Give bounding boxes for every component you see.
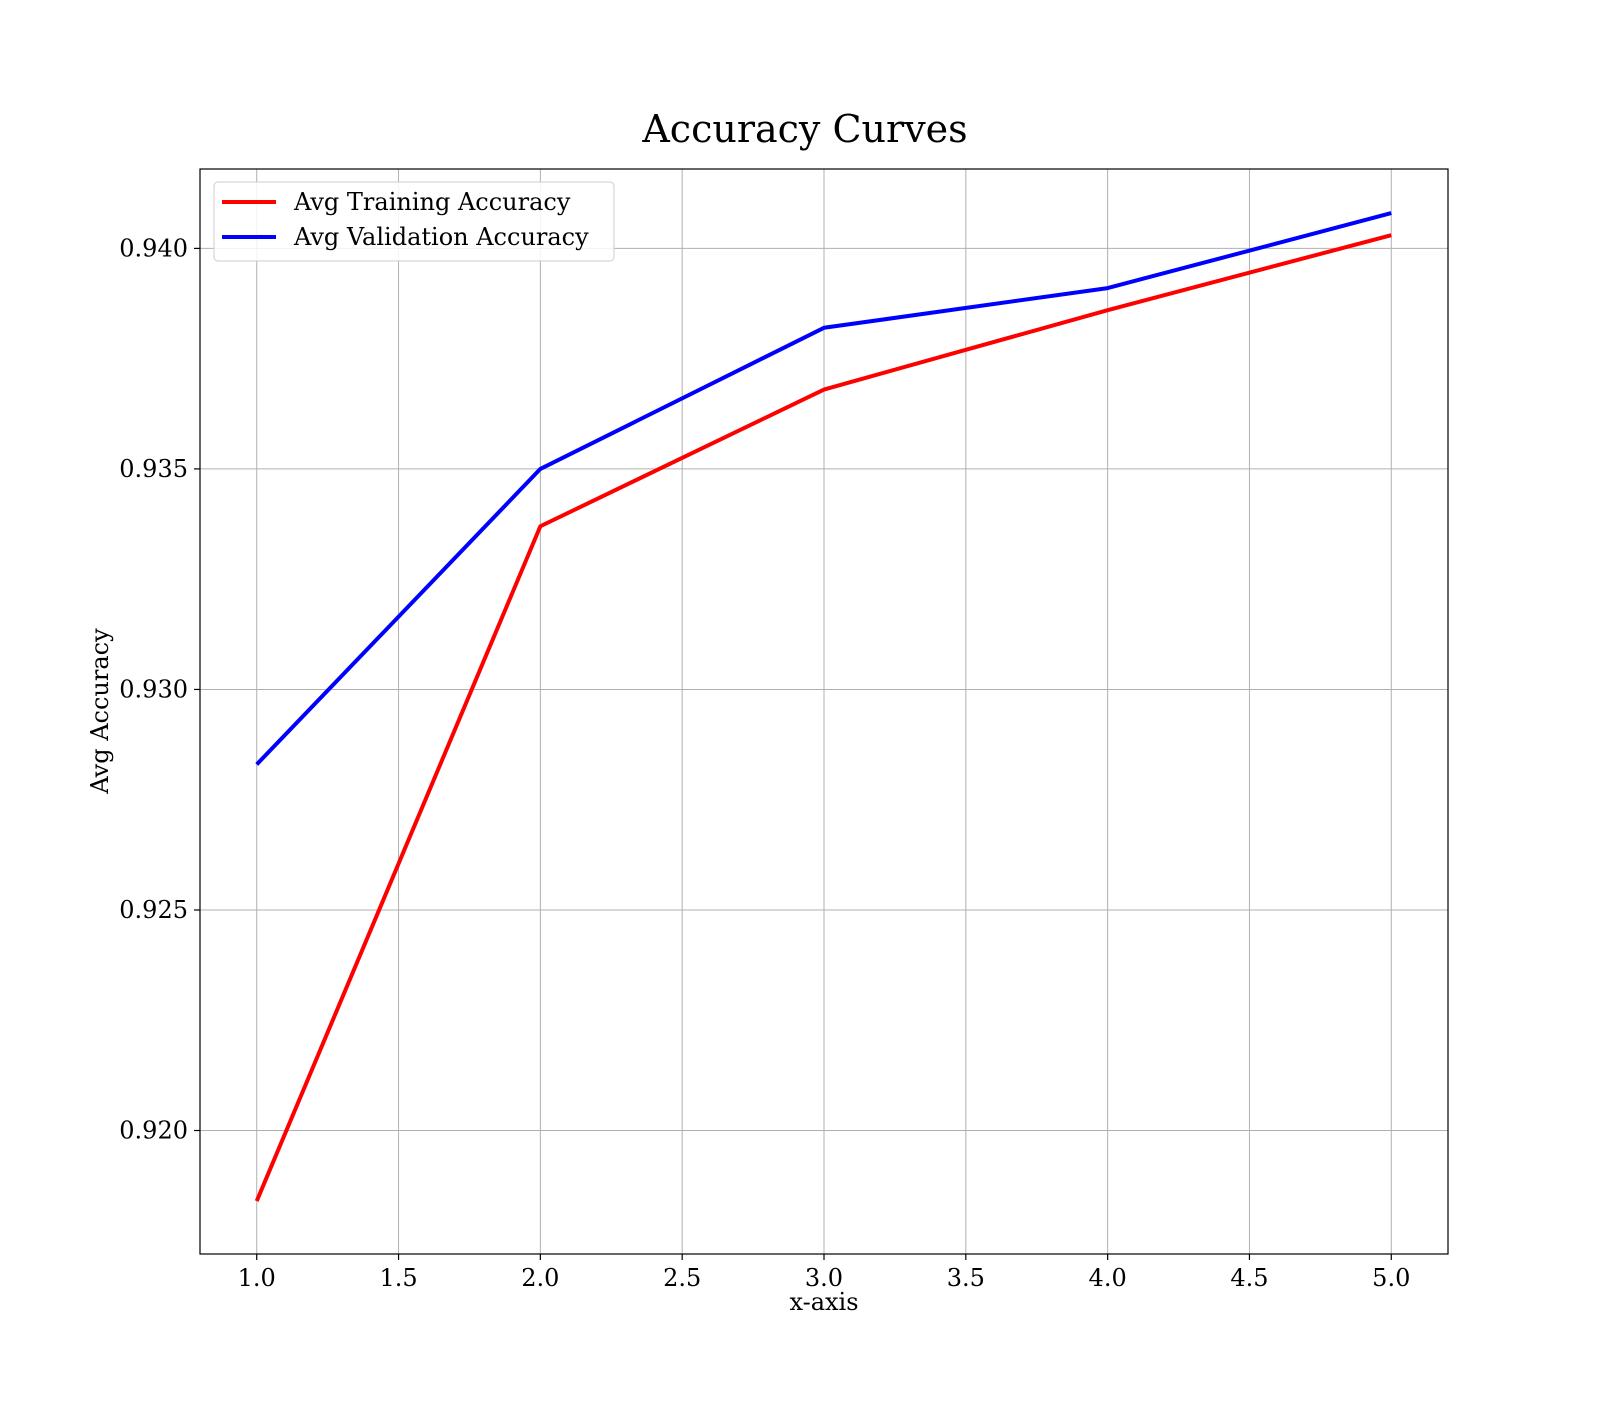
y-tick-label: 0.925 [119,896,188,924]
legend: Avg Training Accuracy Avg Validation Acc… [213,181,615,262]
y-tick-label: 0.935 [119,455,188,483]
chart-title: Accuracy Curves [641,107,967,151]
y-tick-label: 0.930 [119,675,188,703]
x-tick-label: 5.0 [1372,1264,1410,1292]
x-tick-label: 4.0 [1089,1264,1127,1292]
series-line-training [254,233,1392,1202]
x-tick-label: 2.0 [521,1264,559,1292]
x-tick-label: 1.0 [238,1264,276,1292]
y-tick-label: 0.920 [119,1117,188,1145]
series-line-validation [255,211,1392,766]
legend-label-training: Avg Training Accuracy [293,188,571,216]
legend-box [213,181,615,262]
series-lines [254,211,1392,1202]
x-tick-label: 2.5 [663,1264,701,1292]
x-axis-label: x-axis [789,1288,858,1316]
x-tick-label: 3.5 [947,1264,985,1292]
legend-label-validation: Avg Validation Accuracy [293,223,589,251]
grid-lines [200,169,1448,1254]
x-tick-label: 3.0 [805,1264,843,1292]
x-tick-label: 1.5 [379,1264,417,1292]
axis-ticks: 1.0 1.5 2.0 2.5 3.0 3.5 4.0 4.5 5.0 0.920 0.925 0.9… [119,234,1410,1292]
x-tick-label: 4.5 [1230,1264,1268,1292]
y-tick-label: 0.940 [119,234,188,262]
y-axis-label: Avg Accuracy [86,628,114,795]
